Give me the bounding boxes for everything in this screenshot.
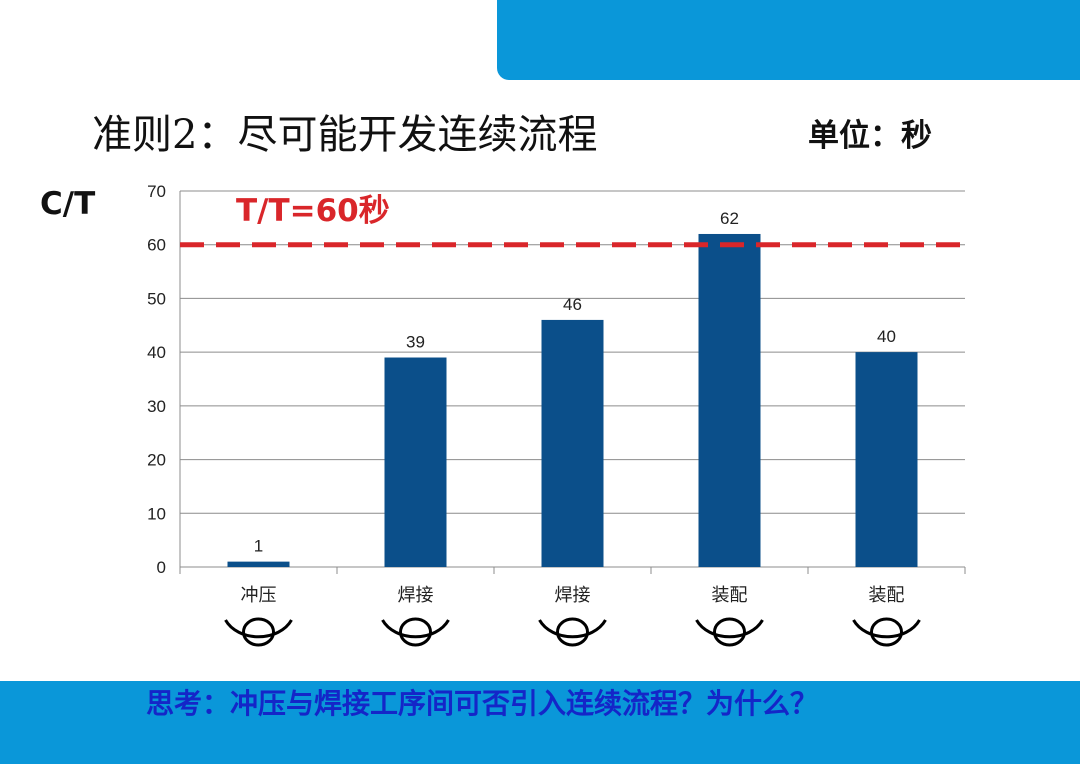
data-label: 46 bbox=[563, 295, 582, 314]
y-tick-label: 0 bbox=[157, 558, 166, 577]
data-label: 39 bbox=[406, 333, 425, 352]
category-label: 冲压 bbox=[241, 585, 277, 606]
header-band bbox=[497, 0, 1080, 80]
footer-band bbox=[0, 681, 1080, 764]
y-tick-label: 70 bbox=[147, 182, 166, 201]
data-label: 1 bbox=[254, 537, 263, 556]
category-label: 焊接 bbox=[398, 585, 434, 606]
operator-icon bbox=[852, 617, 921, 647]
operator-icon bbox=[695, 617, 764, 647]
y-tick-label: 10 bbox=[147, 504, 166, 523]
operator-icon bbox=[381, 617, 450, 647]
slide-title: 准则2：尽可能开发连续流程 bbox=[92, 112, 598, 158]
y-tick-label: 50 bbox=[147, 289, 166, 308]
bar bbox=[384, 357, 447, 567]
bar bbox=[855, 352, 918, 567]
discussion-question: 思考：冲压与焊接工序间可否引入连续流程？为什么？ bbox=[146, 687, 819, 720]
operator-icon bbox=[538, 617, 607, 647]
category-label: 装配 bbox=[712, 585, 748, 606]
data-label: 62 bbox=[720, 209, 739, 228]
category-label: 装配 bbox=[869, 585, 905, 606]
operator-icon bbox=[224, 617, 293, 647]
category-label: 焊接 bbox=[555, 585, 591, 606]
y-tick-label: 20 bbox=[147, 451, 166, 470]
unit-label: 单位：秒 bbox=[808, 118, 932, 154]
bar bbox=[698, 233, 761, 567]
data-label: 40 bbox=[877, 327, 896, 346]
y-tick-label: 40 bbox=[147, 343, 166, 362]
bar bbox=[227, 561, 290, 567]
y-tick-label: 60 bbox=[147, 236, 166, 255]
y-tick-label: 30 bbox=[147, 397, 166, 416]
cycle-time-chart: 0 10 20 30 40 50 60 70 1 冲压 39 焊接 46 焊接 62 装配 40 装配 T/T=60… bbox=[147, 182, 966, 647]
takt-time-label: T/T=60秒 bbox=[236, 193, 390, 229]
y-axis-title: C/T bbox=[40, 186, 96, 222]
bar bbox=[541, 319, 604, 567]
